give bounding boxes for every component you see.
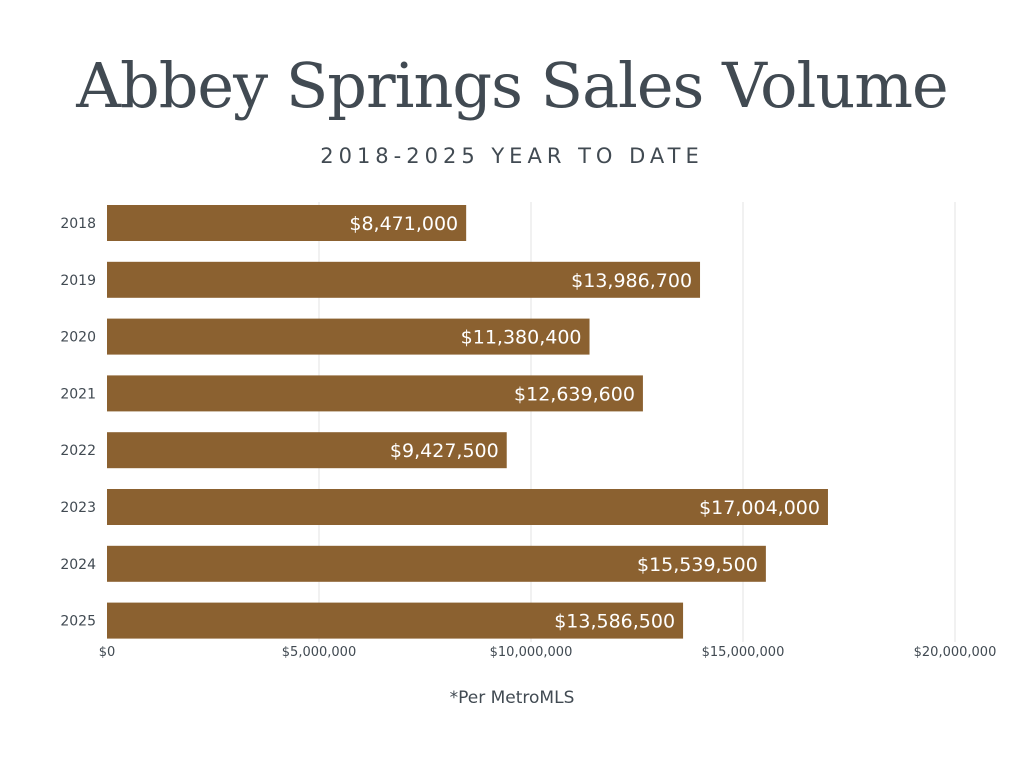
bar xyxy=(107,489,828,525)
bar xyxy=(107,318,590,355)
y-category-label: 2023 xyxy=(60,500,96,516)
bar-data-label: $13,586,500 xyxy=(554,611,675,633)
bar xyxy=(107,602,684,639)
y-category-label: 2024 xyxy=(60,557,96,573)
source-footnote: *Per MetroMLS xyxy=(449,688,575,708)
x-tick-label: $5,000,000 xyxy=(282,645,356,660)
x-tick-label: $10,000,000 xyxy=(490,645,573,660)
bar-data-label: $13,986,700 xyxy=(571,270,692,292)
bar xyxy=(107,261,701,298)
bar xyxy=(107,432,507,469)
y-category-label: 2018 xyxy=(60,216,96,232)
bar xyxy=(107,205,467,241)
bar-data-label: $8,471,000 xyxy=(349,213,458,235)
y-category-label: 2022 xyxy=(60,443,96,459)
bar-data-label: $15,539,500 xyxy=(637,554,758,576)
y-category-label: 2019 xyxy=(60,273,96,289)
y-category-label: 2025 xyxy=(60,614,96,630)
bar xyxy=(107,375,643,412)
chart-title: Abbey Springs Sales Volume xyxy=(76,49,949,122)
bar-data-label: $11,380,400 xyxy=(461,327,582,349)
y-category-label: 2021 xyxy=(60,386,96,402)
bar xyxy=(107,545,766,582)
x-tick-label: $20,000,000 xyxy=(914,645,997,660)
bar-data-label: $12,639,600 xyxy=(514,383,635,405)
x-tick-label: $15,000,000 xyxy=(702,645,785,660)
bar-data-label: $17,004,000 xyxy=(699,497,820,519)
x-tick-label: $0 xyxy=(99,645,116,660)
bar-data-label: $9,427,500 xyxy=(390,440,499,462)
chart-subtitle: 2018-2025 YEAR TO DATE xyxy=(320,144,704,168)
bar-chart: $0 $5,000,000 $10,000,000 $15,000,000 $20,00… xyxy=(60,202,997,660)
y-category-label: 2020 xyxy=(60,330,96,346)
